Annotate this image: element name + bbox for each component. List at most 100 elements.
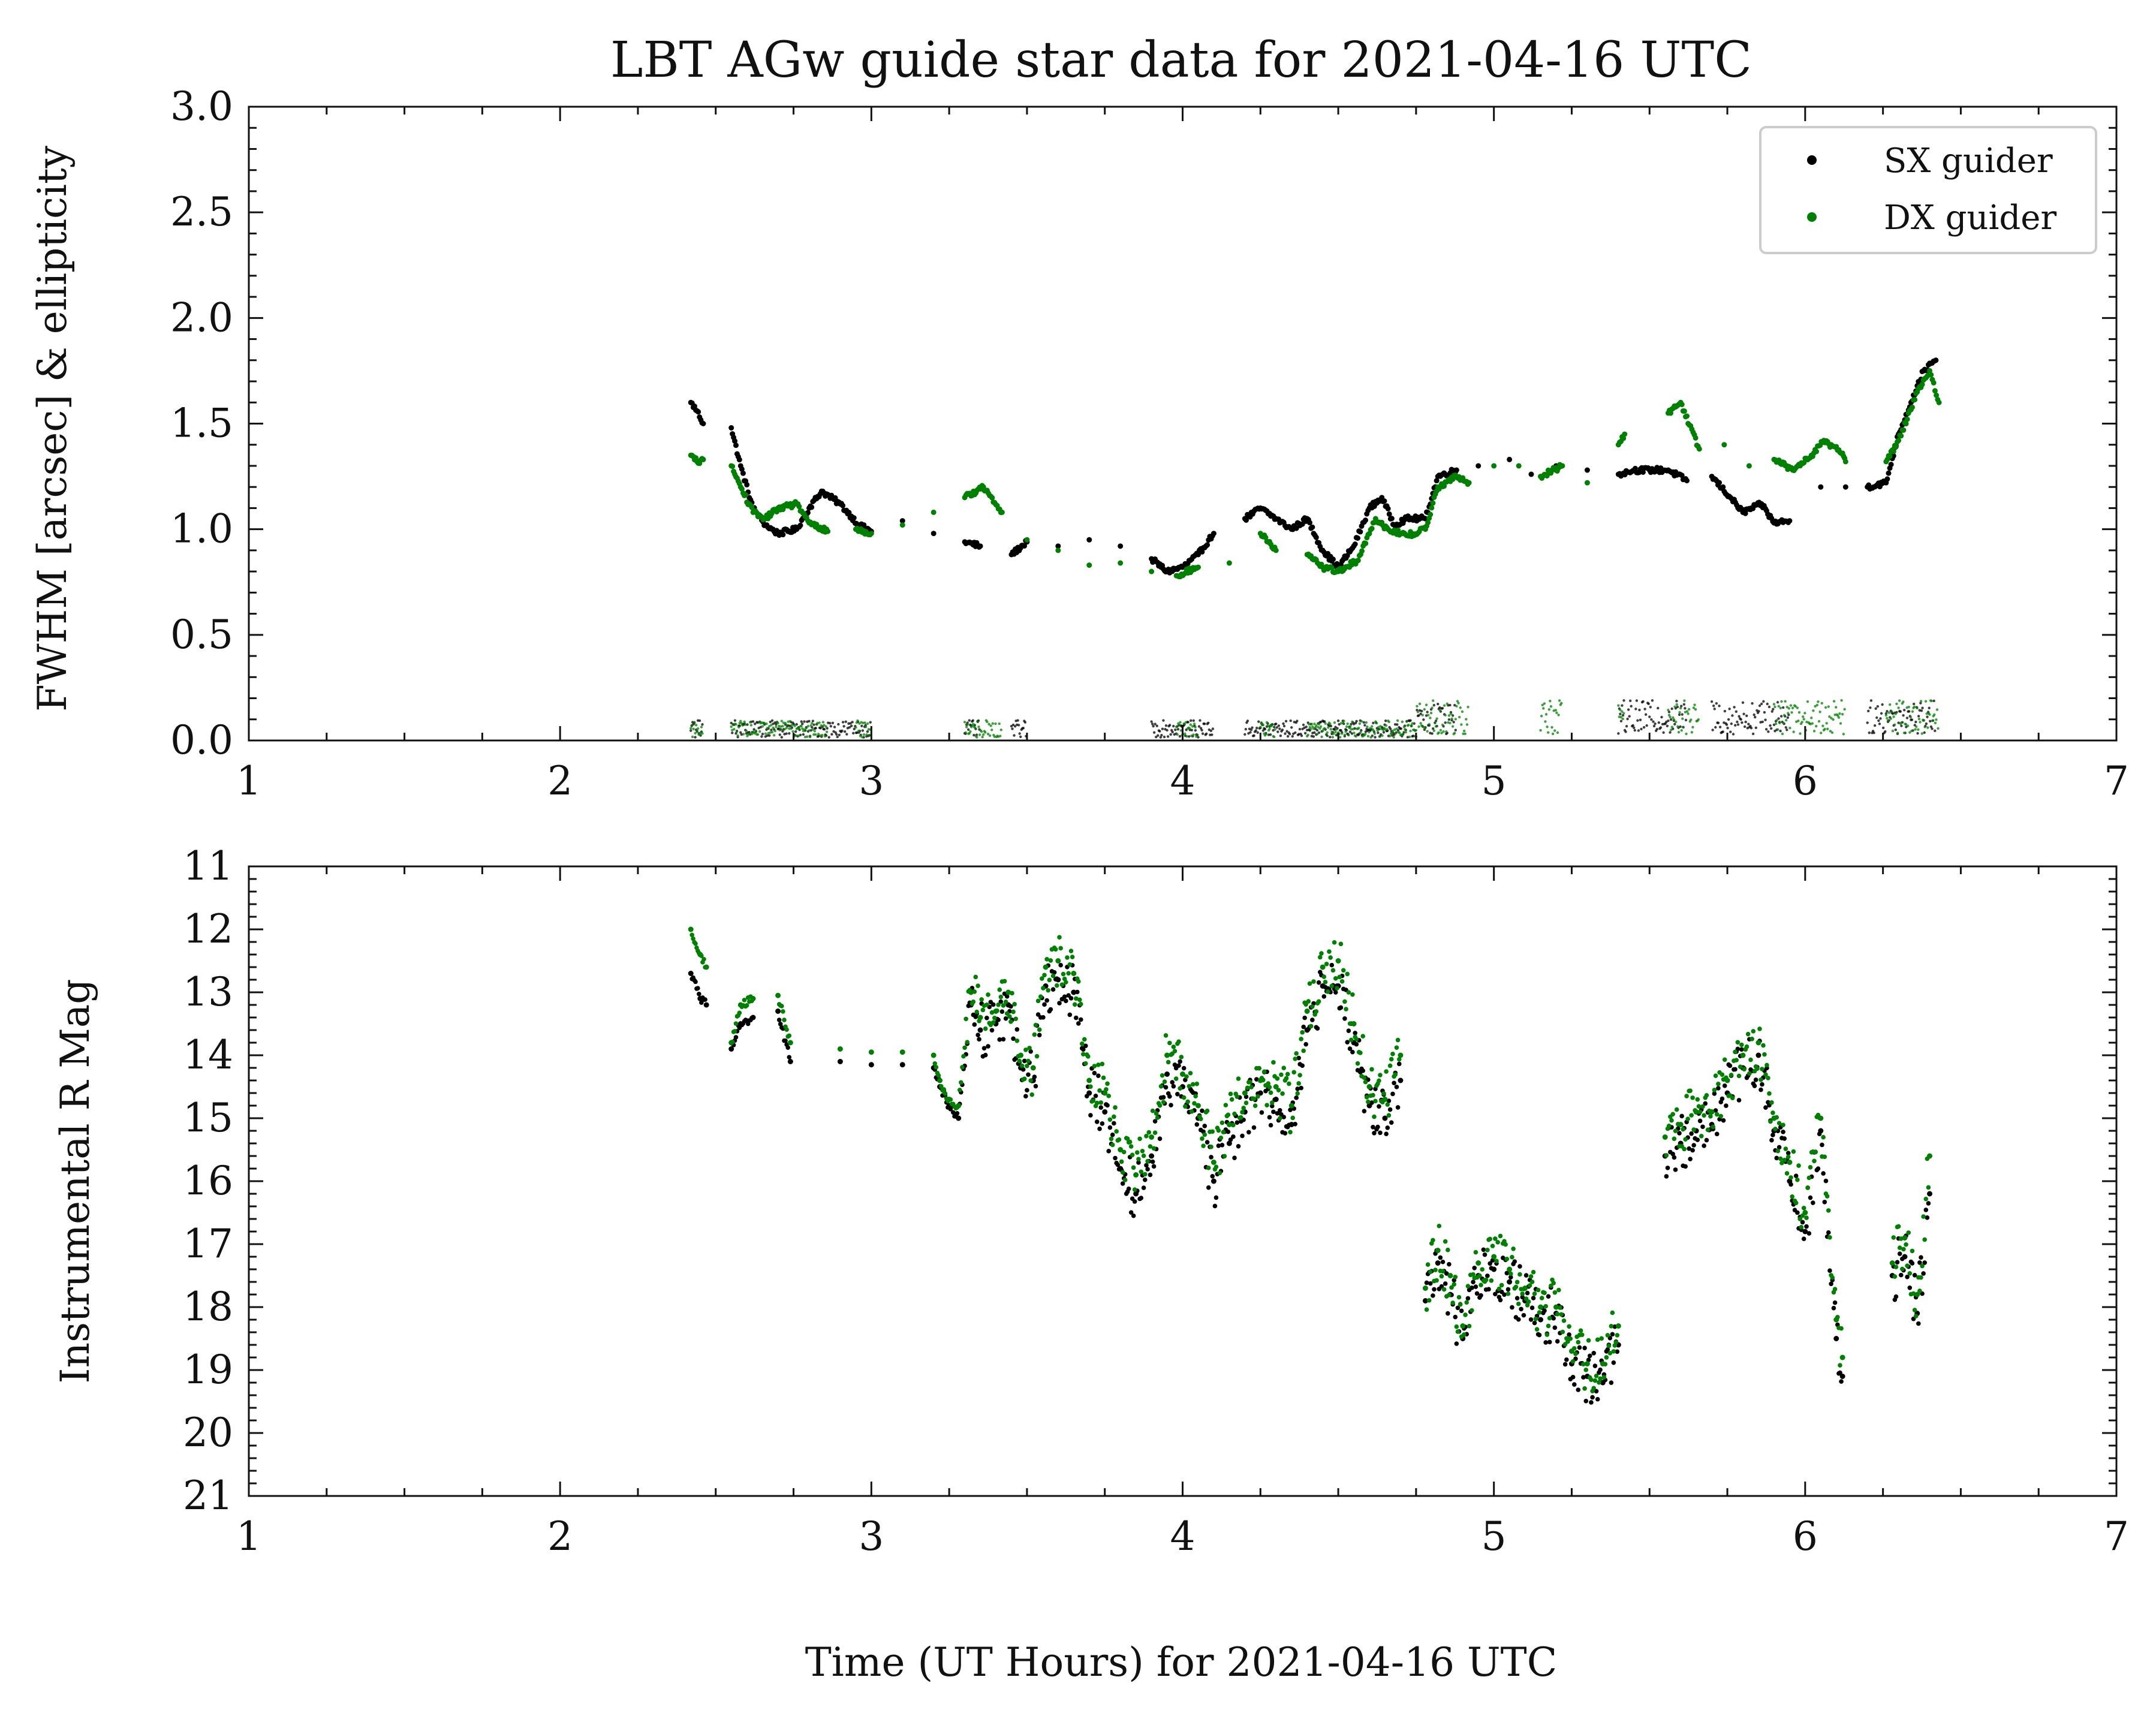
top-ellipticity-point — [1622, 699, 1625, 702]
top-ellipticity-point — [976, 720, 980, 724]
top-ellipticity-point — [1920, 732, 1923, 735]
bottom-point — [1510, 1254, 1514, 1260]
top-ellipticity-point — [1317, 731, 1321, 734]
top-ellipticity-point — [1907, 710, 1911, 713]
bottom-point — [1514, 1296, 1520, 1300]
bottom-point — [1228, 1137, 1233, 1142]
bottom-point — [1120, 1181, 1125, 1186]
top-ellipticity-point — [808, 735, 812, 739]
bottom-point — [1137, 1136, 1142, 1142]
bottom-point — [1800, 1220, 1805, 1225]
top-ellipticity-point — [1290, 726, 1293, 729]
top-ellipticity-point — [1431, 706, 1434, 709]
top-ellipticity-point — [1873, 724, 1877, 727]
top-ellipticity-point — [761, 725, 764, 728]
bottom-point — [1615, 1349, 1620, 1354]
top-ellipticity-point — [1197, 725, 1201, 728]
bottom-point — [1787, 1160, 1793, 1165]
bottom-point — [1398, 1052, 1404, 1058]
bottom-point — [1434, 1278, 1439, 1283]
top-ellipticity-point — [1799, 732, 1802, 735]
top-ellipticity-point — [1022, 727, 1025, 730]
bottom-point — [1202, 1124, 1208, 1128]
top-ellipticity-point — [1459, 706, 1462, 709]
bottom-point — [1827, 1268, 1832, 1273]
bottom-point — [1464, 1300, 1470, 1305]
bottom-point — [1672, 1136, 1677, 1142]
bottom-point — [733, 1035, 739, 1040]
bottom-point — [1782, 1157, 1787, 1163]
top-point — [1330, 556, 1336, 562]
bottom-point — [1832, 1300, 1838, 1305]
bottom-point — [1216, 1143, 1221, 1148]
bottom-point — [1145, 1158, 1150, 1164]
top-ellipticity-point — [1560, 702, 1563, 705]
bottom-point — [1094, 1119, 1100, 1124]
top-ellipticity-point — [1867, 709, 1870, 713]
bottom-point — [1437, 1223, 1442, 1229]
bottom-point — [1280, 1091, 1285, 1096]
bottom-point — [1824, 1194, 1830, 1199]
top-ellipticity-point — [701, 732, 704, 735]
bottom-point — [1606, 1343, 1612, 1348]
bottom-point — [1688, 1157, 1693, 1161]
top-ellipticity-point — [1185, 734, 1188, 738]
bottom-point — [1317, 955, 1323, 960]
top-point — [1428, 511, 1434, 517]
top-ellipticity-point — [1266, 724, 1269, 727]
top-ellipticity-point — [1780, 700, 1783, 703]
top-ellipticity-point — [1557, 714, 1560, 717]
top-ellipticity-point — [1331, 736, 1335, 739]
top-ellipticity-point — [1329, 722, 1332, 725]
top-ellipticity-point — [1817, 719, 1821, 723]
top-point — [825, 528, 831, 534]
top-ellipticity-point — [1157, 734, 1160, 737]
bottom-point — [1004, 1011, 1010, 1016]
bottom-point — [1041, 986, 1046, 991]
bottom-point — [1178, 1059, 1182, 1064]
bottom-y-tick-label: 20 — [183, 1410, 233, 1456]
top-y-axis-label: FWHM [arcsec] & ellipticity — [29, 145, 76, 712]
top-ellipticity-point — [1273, 728, 1276, 731]
top-ellipticity-point — [1279, 734, 1282, 737]
bottom-point — [1394, 1045, 1399, 1050]
top-ellipticity-point — [698, 719, 701, 722]
top-ellipticity-point — [700, 725, 703, 728]
top-ellipticity-point — [990, 728, 993, 731]
bottom-point — [1306, 999, 1311, 1004]
top-ellipticity-point — [1744, 720, 1747, 724]
bottom-point — [1562, 1362, 1568, 1367]
bottom-point — [1529, 1305, 1535, 1311]
bottom-point — [1277, 1108, 1282, 1113]
top-ellipticity-point — [772, 734, 776, 737]
top-ellipticity-point — [795, 722, 798, 726]
bottom-point — [1179, 1055, 1184, 1059]
top-ellipticity-point — [1457, 702, 1460, 705]
bottom-point — [1327, 949, 1332, 954]
top-ellipticity-point — [1797, 719, 1800, 722]
top-ellipticity-point — [1924, 700, 1928, 703]
top-ellipticity-point — [1652, 720, 1655, 723]
top-ellipticity-point — [1540, 715, 1543, 718]
bottom-point — [999, 1009, 1005, 1014]
top-ellipticity-point — [1285, 730, 1288, 733]
top-ellipticity-point — [1872, 731, 1875, 734]
bottom-y-tick-label: 14 — [183, 1032, 233, 1078]
bottom-point — [1010, 991, 1014, 996]
bottom-point — [957, 1088, 962, 1092]
bottom-point — [1470, 1308, 1474, 1313]
bottom-point — [1664, 1174, 1669, 1179]
top-ellipticity-point — [1687, 708, 1691, 711]
top-ellipticity-point — [1633, 726, 1636, 730]
bottom-point — [1724, 1077, 1730, 1083]
top-ellipticity-point — [1382, 731, 1386, 734]
top-ellipticity-point — [805, 727, 808, 730]
top-ellipticity-point — [1421, 714, 1424, 717]
bottom-point — [1424, 1307, 1429, 1312]
top-ellipticity-point — [1389, 734, 1392, 737]
top-ellipticity-point — [1933, 713, 1936, 717]
bottom-point — [1200, 1136, 1205, 1141]
bottom-point — [1615, 1323, 1621, 1329]
bottom-point — [1839, 1379, 1844, 1384]
bottom-point — [1299, 1085, 1303, 1091]
